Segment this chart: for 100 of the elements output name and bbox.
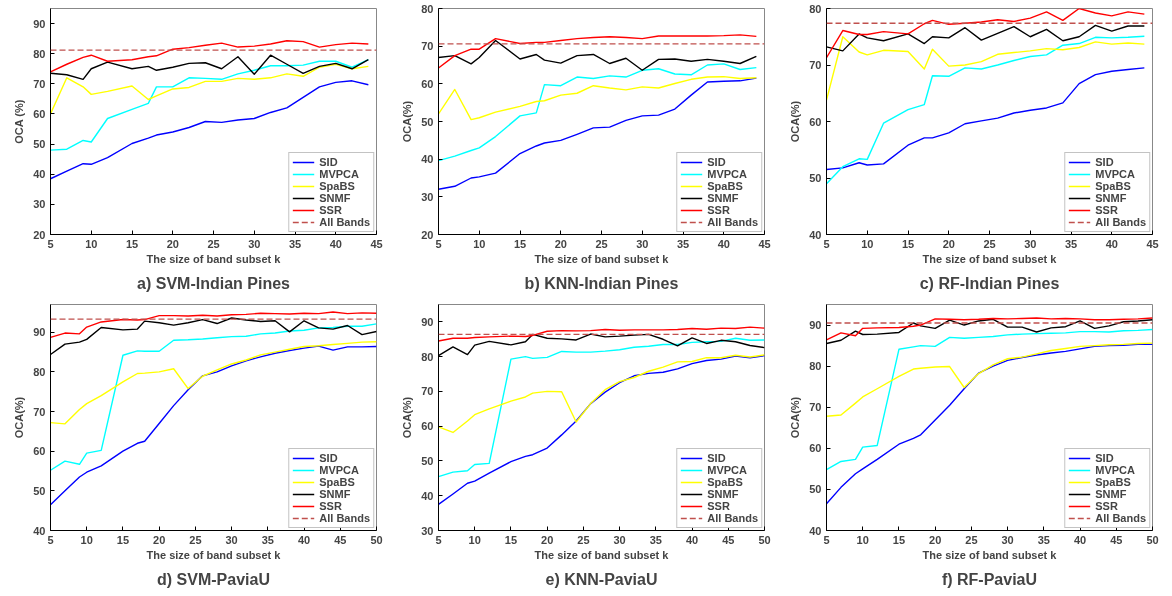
text: d) SVM-PaviaU [157,570,270,588]
x-tick-label: 15 [504,533,518,546]
x-tick-label: 40 [329,237,342,250]
x-tick-label: 45 [1110,533,1123,546]
x-tick-label: 45 [758,237,771,250]
x-tick-label: 10 [856,533,869,546]
legend-label: MVPCA [707,464,747,476]
text: c) RF-Indian Pines [919,274,1060,292]
y-tick-label: 30 [421,190,434,203]
x-tick-label: 5 [435,237,442,250]
x-tick-label: 5 [47,237,54,250]
x-axis-title: The size of band subset k [534,252,670,265]
legend-label: MVPCA [1095,168,1135,180]
x-tick-label: 50 [758,533,771,546]
x-tick-label: 35 [1037,533,1050,546]
y-tick-label: 70 [809,59,822,71]
legend-label: SNMF [1095,488,1127,500]
x-tick-label: 40 [297,533,311,546]
x-tick-label: 45 [334,533,347,546]
x-tick-label: 30 [1024,237,1037,250]
legend-label: SpaBS [707,180,743,192]
legend-label: SNMF [319,488,351,500]
x-tick-label: 20 [554,237,567,250]
legend-label: SSR [707,500,730,512]
x-tick-label: 15 [892,533,906,546]
legend-label: SSR [319,204,342,216]
x-tick-label: 35 [261,533,274,546]
legend-label: SSR [707,204,730,216]
y-tick-label: 80 [421,2,434,15]
text: e) KNN-PaviaU [545,570,658,588]
x-axis-title: The size of band subset k [146,252,282,265]
y-tick-label: 30 [33,198,46,211]
x-tick-label: 5 [47,533,54,546]
y-tick-label: 40 [33,524,46,537]
y-tick-label: 70 [33,77,46,90]
legend-label: SSR [1095,500,1118,512]
y-tick-label: 50 [809,172,822,184]
legend-label: SpaBS [319,180,355,192]
x-tick-label: 50 [1146,533,1159,546]
x-tick-label: 35 [288,237,302,250]
y-tick-label: 20 [33,228,46,241]
legend-label: SpaBS [1095,180,1131,192]
legend-label: All Bands [319,512,370,524]
x-tick-label: 20 [153,533,166,546]
y-tick-label: 80 [33,365,46,378]
x-axis-title: The size of band subset k [146,548,282,561]
y-tick-label: 50 [33,484,46,497]
y-tick-label: 40 [809,228,822,241]
y-tick-label: 50 [421,454,434,467]
y-tick-label: 40 [421,489,434,502]
x-tick-label: 40 [685,533,699,546]
x-tick-label: 15 [116,533,130,546]
x-tick-label: 25 [983,237,996,250]
x-tick-label: 50 [370,533,383,546]
y-tick-label: 60 [33,445,46,458]
y-tick-label: 60 [809,442,822,455]
y-tick-label: 80 [33,47,46,60]
legend-label: MVPCA [319,464,359,476]
x-axis-title: The size of band subset k [922,548,1058,561]
text: f) RF-PaviaU [941,570,1038,588]
y-tick-label: 80 [809,360,822,373]
legend-label: SID [707,452,727,464]
y-tick-label: 60 [809,115,822,128]
legend-label: SID [1095,452,1115,464]
y-tick-label: 90 [809,319,822,332]
legend-label: All Bands [707,216,758,228]
y-tick-label: 80 [421,350,434,363]
y-tick-label: 80 [809,2,822,15]
y-tick-label: 30 [421,524,434,537]
x-tick-label: 10 [473,237,486,250]
x-axis-title: The size of band subset k [922,252,1058,265]
y-tick-label: 50 [809,483,822,496]
legend-label: SNMF [1095,192,1127,204]
x-tick-label: 20 [541,533,554,546]
y-axis-title: OCA(%) [13,396,26,439]
legend-label: SSR [1095,204,1118,216]
y-tick-label: 60 [421,420,434,433]
y-tick-label: 70 [33,405,46,418]
legend-label: All Bands [707,512,758,524]
legend-label: SNMF [319,192,351,204]
x-tick-label: 30 [225,533,238,546]
legend-label: SNMF [707,488,739,500]
legend-label: All Bands [319,216,370,228]
text: a) SVM-Indian Pines [137,274,291,292]
legend-label: SpaBS [1095,476,1131,488]
x-tick-label: 5 [435,533,442,546]
x-tick-label: 25 [965,533,978,546]
legend-label: SNMF [707,192,739,204]
legend-label: SID [1095,156,1115,168]
y-tick-label: 70 [809,401,822,414]
y-axis-title: OCA (%) [13,99,26,144]
x-tick-label: 30 [613,533,626,546]
y-tick-label: 90 [33,326,46,339]
legend-label: All Bands [1095,216,1146,228]
y-axis-title: OCA(%) [401,100,414,143]
y-axis-title: OCA(%) [789,396,802,439]
x-tick-label: 45 [370,237,383,250]
x-tick-label: 40 [1105,237,1118,250]
x-tick-label: 15 [513,237,527,250]
y-tick-label: 50 [33,138,46,151]
